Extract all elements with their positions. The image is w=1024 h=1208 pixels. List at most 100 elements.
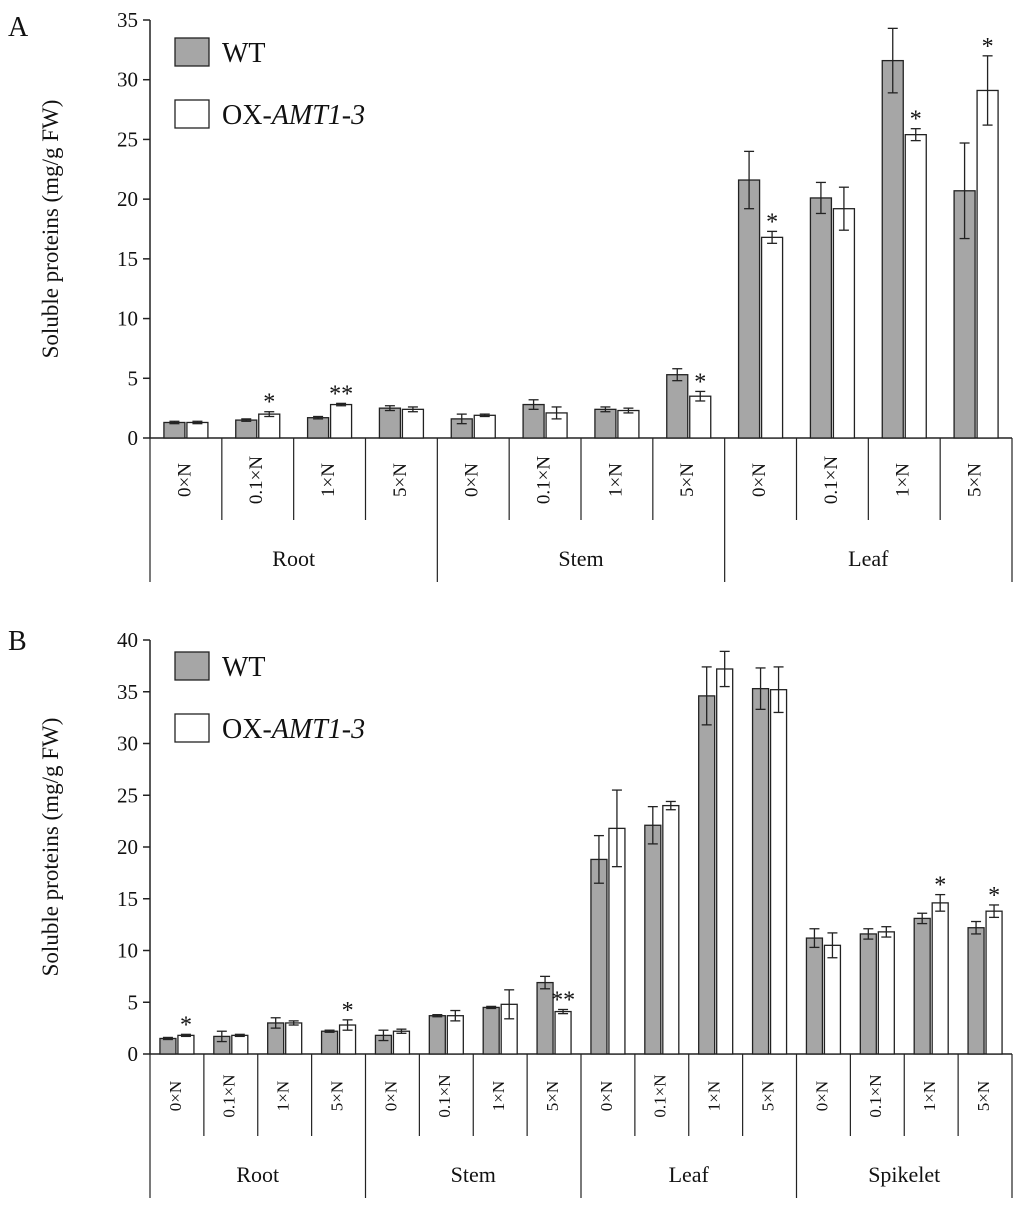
bar-ox-amt1-3 <box>931 902 949 1055</box>
significance-mark: * <box>180 1012 192 1038</box>
category-tick-label: 0.1×N <box>246 456 267 504</box>
bar-wt <box>666 374 689 439</box>
bar-ox-amt1-3 <box>329 403 353 439</box>
bar-ox-amt1-3 <box>554 1010 572 1055</box>
category-tick-label: 1×N <box>489 1081 508 1111</box>
bar-ox-amt1-3 <box>769 689 788 1055</box>
y-tick-label: 0 <box>128 1042 139 1066</box>
bar-wt <box>805 937 824 1055</box>
y-tick-label: 10 <box>117 307 138 331</box>
category-tick-label: 0.1×N <box>220 1074 239 1117</box>
y-axis-label: Soluble proteins (mg/g FW) <box>38 718 63 977</box>
bar-ox-amt1-3 <box>976 89 999 439</box>
y-tick-label: 40 <box>117 628 138 652</box>
y-tick-label: 25 <box>117 127 138 151</box>
category-tick-label: 1×N <box>705 1081 724 1111</box>
bar-wt <box>594 408 617 439</box>
group-label: Stem <box>558 546 603 571</box>
y-tick-label: 30 <box>117 68 138 92</box>
bar-wt <box>913 917 931 1055</box>
bar-wt <box>163 421 186 439</box>
bar-ox-amt1-3 <box>877 931 895 1055</box>
legend-label-text: OX- <box>222 714 272 745</box>
bar-ox-amt1-3 <box>392 1030 411 1055</box>
legend-swatch-wt <box>174 651 210 681</box>
legend-label-italic: AMT1-3 <box>270 714 365 745</box>
category-tick-label: 0.1×N <box>435 1074 454 1117</box>
legend-label-italic: AMT1-3 <box>270 100 365 131</box>
significance-mark: * <box>342 998 354 1024</box>
y-tick-label: 35 <box>117 680 138 704</box>
bar-ox-amt1-3 <box>760 236 784 439</box>
bar-ox-amt1-3 <box>716 668 734 1055</box>
legend-label: WT <box>222 652 266 683</box>
bar-wt <box>698 695 716 1055</box>
category-tick-label: 0×N <box>597 1081 616 1111</box>
category-tick-label: 5×N <box>390 463 411 497</box>
panel-label: A <box>8 12 29 43</box>
bar-wt <box>159 1037 177 1055</box>
bar-wt <box>235 419 258 439</box>
category-tick-label: 1×N <box>318 463 339 497</box>
bar-wt <box>306 417 330 439</box>
category-tick-label: 0×N <box>174 463 195 497</box>
bar-wt <box>751 687 770 1055</box>
significance-mark: * <box>988 883 1000 909</box>
significance-mark: * <box>910 107 922 133</box>
bar-wt <box>809 197 833 439</box>
category-tick-label: 5×N <box>677 463 698 497</box>
legend-swatch-ox-amt1-3 <box>174 99 210 129</box>
significance-mark: * <box>982 34 994 60</box>
y-tick-label: 15 <box>117 887 138 911</box>
bar-ox-amt1-3 <box>904 134 927 439</box>
panel-label: B <box>8 626 27 657</box>
y-tick-label: 20 <box>117 835 138 859</box>
bar-ox-amt1-3 <box>689 395 712 439</box>
legend-label: OX-AMT1-3 <box>222 714 365 745</box>
category-tick-label: 5×N <box>327 1081 346 1111</box>
bar-ox-amt1-3 <box>285 1022 303 1055</box>
y-tick-label: 30 <box>117 732 138 756</box>
bar-wt <box>428 1015 446 1055</box>
significance-mark: ** <box>551 987 575 1013</box>
y-tick-label: 25 <box>117 783 138 807</box>
panel-b-chart: B Soluble proteins (mg/g FW) 0 5 10 15 20 25 30 3… <box>8 626 1013 1198</box>
y-tick-label: 10 <box>117 939 138 963</box>
bar-ox-amt1-3 <box>662 804 680 1055</box>
bar-wt <box>881 59 904 439</box>
bar-ox-amt1-3 <box>186 421 209 439</box>
category-tick-label: 1×N <box>920 1081 939 1111</box>
group-label: Root <box>236 1162 279 1187</box>
category-tick-label: 0×N <box>462 463 483 497</box>
bar-ox-amt1-3 <box>401 408 425 439</box>
legend-label: OX-AMT1-3 <box>222 100 365 131</box>
legend-swatch-wt <box>174 37 210 67</box>
bar-wt <box>737 179 761 439</box>
y-tick-label: 5 <box>128 990 139 1014</box>
category-tick-label: 1×N <box>893 463 914 497</box>
bar-ox-amt1-3 <box>985 910 1003 1055</box>
category-tick-label: 0×N <box>749 463 770 497</box>
significance-mark: ** <box>329 381 353 407</box>
bar-wt <box>644 824 662 1055</box>
bar-ox-amt1-3 <box>617 409 640 439</box>
bar-ox-amt1-3 <box>832 208 856 439</box>
bar-wt <box>859 933 877 1055</box>
bar-wt <box>590 858 608 1055</box>
y-tick-label: 20 <box>117 187 138 211</box>
significance-mark: * <box>263 390 275 416</box>
category-tick-label: 5×N <box>974 1081 993 1111</box>
group-label: Root <box>272 546 315 571</box>
y-tick-label: 0 <box>128 426 139 450</box>
bar-wt <box>482 1006 500 1055</box>
category-tick-label: 5×N <box>964 463 985 497</box>
group-label: Stem <box>451 1162 496 1187</box>
panel-a-chart: A Soluble proteins (mg/g FW) 0 5 10 15 20 25 30 3… <box>8 8 1013 582</box>
legend-label-text: OX- <box>222 100 272 131</box>
category-tick-label: 0.1×N <box>651 1074 670 1117</box>
category-tick-label: 0.1×N <box>821 456 842 504</box>
bar-wt <box>967 927 985 1055</box>
legend-label-text: WT <box>222 38 266 69</box>
category-tick-label: 0.1×N <box>866 1074 885 1117</box>
